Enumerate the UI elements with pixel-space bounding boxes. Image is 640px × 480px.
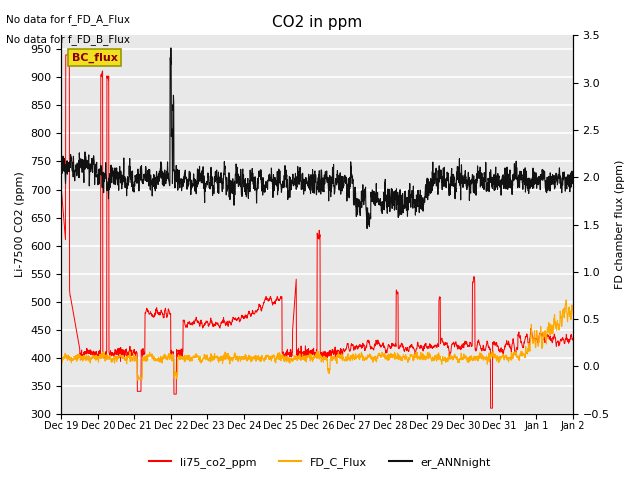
Y-axis label: Li-7500 CO2 (ppm): Li-7500 CO2 (ppm) [15, 172, 25, 277]
Text: BC_flux: BC_flux [72, 52, 118, 62]
Y-axis label: FD chamber flux (ppm): FD chamber flux (ppm) [615, 160, 625, 289]
Text: No data for f_FD_A_Flux: No data for f_FD_A_Flux [6, 14, 131, 25]
Text: No data for f_FD_B_Flux: No data for f_FD_B_Flux [6, 34, 131, 45]
Title: CO2 in ppm: CO2 in ppm [272, 15, 362, 30]
Legend: li75_co2_ppm, FD_C_Flux, er_ANNnight: li75_co2_ppm, FD_C_Flux, er_ANNnight [145, 452, 495, 472]
